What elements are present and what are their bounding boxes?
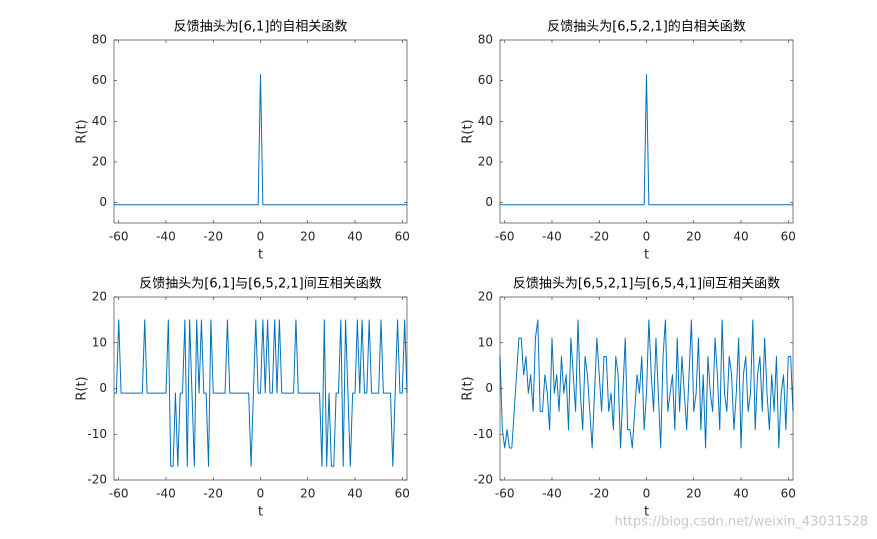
x-axis-label: t (258, 505, 263, 520)
x-tick-label: -60 (109, 487, 129, 501)
y-tick-label: 0 (99, 195, 107, 209)
axes-background (500, 40, 793, 223)
y-tick-label: 20 (478, 290, 493, 304)
y-tick-label: 0 (99, 381, 107, 395)
x-tick-label: -60 (109, 230, 129, 244)
x-tick-label: -40 (156, 487, 176, 501)
x-tick-label: -40 (542, 487, 562, 501)
y-tick-label: 20 (92, 290, 107, 304)
y-axis-label: R(t) (75, 376, 90, 400)
x-tick-label: 20 (686, 487, 701, 501)
y-tick-label: 80 (478, 33, 493, 47)
data-line (114, 74, 407, 206)
chart-title: 反馈抽头为[6,5,2,1]的自相关函数 (547, 19, 746, 35)
x-tick-label: 40 (347, 230, 362, 244)
x-tick-label: -40 (156, 230, 176, 244)
y-tick-label: 80 (92, 33, 107, 47)
watermark: https://blog.csdn.net/weixin_43031528 (614, 515, 868, 530)
x-tick-label: 0 (257, 487, 265, 501)
y-tick-label: 40 (92, 114, 107, 128)
y-axis-label: R(t) (461, 119, 476, 143)
data-line (499, 319, 794, 449)
x-tick-label: 20 (300, 230, 315, 244)
x-tick-label: 20 (300, 487, 315, 501)
y-tick-label: 0 (485, 381, 493, 395)
y-tick-label: 60 (92, 73, 107, 87)
y-axis-label: R(t) (75, 119, 90, 143)
x-tick-label: 20 (686, 230, 701, 244)
x-tick-label: 60 (395, 487, 410, 501)
y-tick-label: 20 (478, 155, 493, 169)
x-tick-label: -20 (203, 487, 223, 501)
x-tick-label: -40 (542, 230, 562, 244)
x-tick-label: -20 (203, 230, 223, 244)
x-tick-label: 0 (643, 230, 651, 244)
x-tick-label: 40 (733, 487, 748, 501)
x-axis-label: t (644, 248, 649, 263)
x-tick-label: -60 (495, 230, 515, 244)
x-axis-label: t (258, 248, 263, 263)
y-tick-label: 10 (478, 335, 493, 349)
x-tick-label: 0 (257, 230, 265, 244)
y-tick-label: -10 (473, 427, 493, 441)
x-axis-label: t (644, 505, 649, 520)
x-tick-label: 60 (395, 230, 410, 244)
y-tick-label: 20 (92, 155, 107, 169)
y-axis-label: R(t) (461, 376, 476, 400)
data-line (500, 74, 793, 206)
y-tick-label: 0 (485, 195, 493, 209)
chart-title: 反馈抽头为[6,1]与[6,5,2,1]间互相关函数 (139, 277, 381, 292)
axes-background (114, 40, 407, 223)
x-tick-label: -60 (495, 487, 515, 501)
chart-title: 反馈抽头为[6,1]的自相关函数 (174, 19, 348, 35)
y-tick-label: -20 (87, 473, 107, 487)
y-tick-label: 60 (478, 73, 493, 87)
x-tick-label: -20 (589, 230, 609, 244)
x-tick-label: 0 (643, 487, 651, 501)
y-tick-label: -20 (473, 473, 493, 487)
data-line (114, 319, 408, 467)
x-tick-label: 40 (347, 487, 362, 501)
y-tick-label: 40 (478, 114, 493, 128)
y-tick-label: 10 (92, 335, 107, 349)
x-tick-label: 40 (733, 230, 748, 244)
x-tick-label: 60 (781, 487, 796, 501)
x-tick-label: -20 (589, 487, 609, 501)
y-tick-label: -10 (87, 427, 107, 441)
chart-title: 反馈抽头为[6,5,2,1]与[6,5,4,1]间互相关函数 (513, 277, 780, 292)
x-tick-label: 60 (781, 230, 796, 244)
